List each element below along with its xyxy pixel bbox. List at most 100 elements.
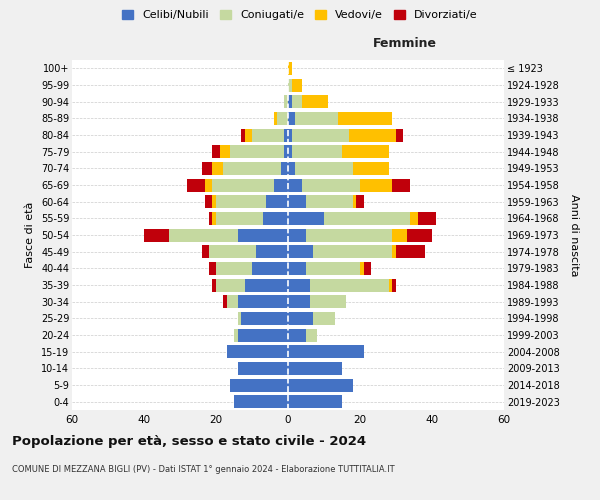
Bar	[277, 112, 288, 125]
Bar	[202, 245, 209, 258]
Bar	[223, 162, 281, 175]
Bar	[284, 128, 288, 141]
Bar	[245, 128, 252, 141]
Bar	[356, 195, 364, 208]
Bar	[212, 145, 220, 158]
Bar	[288, 162, 295, 175]
Bar	[288, 395, 342, 408]
Bar	[252, 262, 288, 275]
Bar	[216, 278, 245, 291]
Bar	[338, 112, 392, 125]
Text: Femmine: Femmine	[373, 36, 437, 50]
Bar	[238, 295, 288, 308]
Y-axis label: Fasce di età: Fasce di età	[25, 202, 35, 268]
Bar	[392, 245, 396, 258]
Bar	[410, 212, 418, 225]
Bar	[295, 162, 353, 175]
Bar	[216, 262, 252, 275]
Bar	[392, 178, 410, 192]
Bar	[302, 178, 360, 192]
Bar	[288, 345, 364, 358]
Bar	[288, 62, 292, 75]
Bar	[263, 212, 288, 225]
Bar	[292, 95, 302, 108]
Bar	[274, 112, 277, 125]
Bar	[288, 262, 306, 275]
Bar	[288, 112, 295, 125]
Bar	[169, 228, 238, 241]
Bar	[187, 178, 205, 192]
Bar	[230, 378, 288, 392]
Bar	[256, 245, 288, 258]
Bar	[360, 178, 392, 192]
Bar	[288, 295, 310, 308]
Bar	[238, 228, 288, 241]
Bar	[288, 278, 310, 291]
Bar	[353, 195, 356, 208]
Bar	[220, 145, 230, 158]
Bar	[310, 278, 389, 291]
Bar	[313, 312, 335, 325]
Legend: Celibi/Nubili, Coniugati/e, Vedovi/e, Divorziati/e: Celibi/Nubili, Coniugati/e, Vedovi/e, Di…	[118, 6, 482, 25]
Bar	[389, 278, 392, 291]
Bar	[360, 262, 364, 275]
Bar	[288, 78, 292, 92]
Bar	[227, 345, 288, 358]
Bar	[216, 212, 263, 225]
Bar	[288, 312, 313, 325]
Bar	[223, 295, 227, 308]
Bar	[230, 145, 284, 158]
Bar	[227, 295, 238, 308]
Bar	[241, 128, 245, 141]
Text: Popolazione per età, sesso e stato civile - 2024: Popolazione per età, sesso e stato civil…	[12, 435, 366, 448]
Bar	[342, 145, 389, 158]
Bar	[266, 195, 288, 208]
Bar	[284, 145, 288, 158]
Bar	[324, 212, 410, 225]
Bar	[396, 245, 425, 258]
Bar	[234, 395, 288, 408]
Bar	[209, 212, 212, 225]
Bar	[306, 262, 360, 275]
Bar	[392, 278, 396, 291]
Bar	[212, 195, 216, 208]
Bar	[302, 95, 328, 108]
Bar	[274, 178, 288, 192]
Bar	[212, 162, 223, 175]
Y-axis label: Anni di nascita: Anni di nascita	[569, 194, 579, 276]
Bar	[241, 312, 288, 325]
Bar	[238, 312, 241, 325]
Bar	[407, 228, 432, 241]
Bar	[234, 328, 238, 342]
Bar	[238, 362, 288, 375]
Bar	[349, 128, 396, 141]
Bar	[392, 228, 407, 241]
Bar	[288, 195, 306, 208]
Bar	[202, 162, 212, 175]
Bar	[288, 245, 313, 258]
Bar	[205, 195, 212, 208]
Bar	[353, 162, 389, 175]
Bar	[396, 128, 403, 141]
Bar	[306, 195, 353, 208]
Bar	[212, 278, 216, 291]
Bar	[288, 378, 353, 392]
Bar	[418, 212, 436, 225]
Bar	[295, 112, 338, 125]
Bar	[292, 128, 349, 141]
Bar	[306, 328, 317, 342]
Bar	[288, 145, 292, 158]
Bar	[212, 212, 216, 225]
Bar	[288, 212, 324, 225]
Bar	[306, 228, 392, 241]
Bar	[313, 245, 392, 258]
Bar	[288, 328, 306, 342]
Bar	[245, 278, 288, 291]
Text: COMUNE DI MEZZANA BIGLI (PV) - Dati ISTAT 1° gennaio 2024 - Elaborazione TUTTITA: COMUNE DI MEZZANA BIGLI (PV) - Dati ISTA…	[12, 465, 395, 474]
Bar	[252, 128, 284, 141]
Bar	[238, 328, 288, 342]
Bar	[284, 95, 288, 108]
Bar	[281, 162, 288, 175]
Bar	[288, 95, 292, 108]
Bar	[144, 228, 169, 241]
